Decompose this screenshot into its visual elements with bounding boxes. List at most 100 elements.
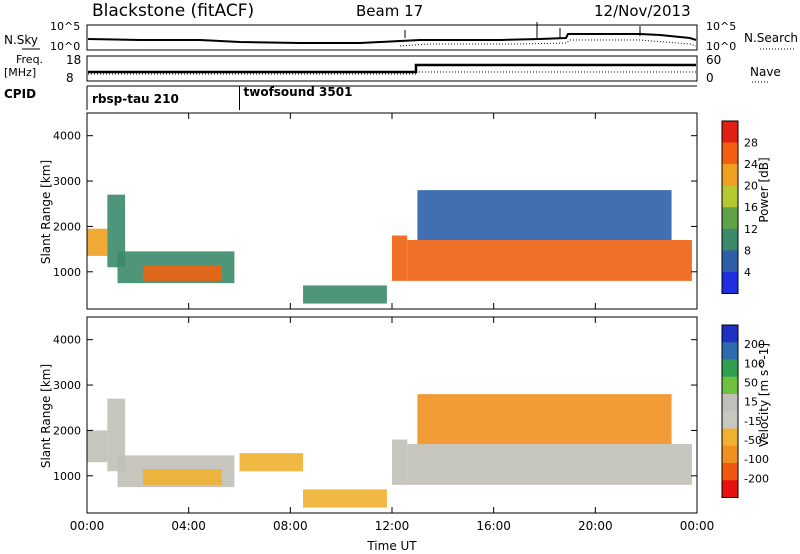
- velocity-y-axis-label: Slant Range [km]: [39, 364, 53, 468]
- cpid-segment-label: rbsp-tau 210: [92, 92, 179, 106]
- power-panel: 1000 2000 3000 4000 Slant Range [km] 28 24 20…: [39, 112, 771, 310]
- freq-top-tick: 18: [66, 53, 81, 67]
- heatmap-region: [303, 285, 387, 304]
- power-y-axis-label: Slant Range [km]: [39, 160, 53, 264]
- beam-label: Beam 17: [356, 2, 423, 20]
- noise-right-bottom-tick: 10^0: [706, 40, 736, 53]
- nsky-label: N.Sky: [4, 33, 38, 47]
- freq-unit-label: [MHz]: [4, 66, 36, 79]
- nave-label: Nave: [750, 65, 781, 79]
- freq-bottom-tick: 8: [66, 71, 74, 85]
- colorbar-tick-label: 28: [744, 137, 758, 150]
- cpid-strip: rbsp-tau 210 twofsound 3501: [86, 85, 697, 110]
- colorbar-tick-label: 16: [744, 201, 758, 214]
- colorbar-swatch: [722, 480, 738, 498]
- noise-strip: 10^5 10^0 10^5 10^0: [50, 20, 736, 53]
- colorbar-swatch: [722, 359, 738, 378]
- heatmap-region: [417, 394, 672, 445]
- colorbar-tick-label: 50: [744, 376, 758, 389]
- heatmap-region: [107, 398, 126, 472]
- colorbar-swatch: [722, 164, 738, 187]
- heatmap-region: [239, 453, 304, 472]
- heatmap-region: [87, 228, 108, 256]
- power-heatmap-cells: [87, 190, 692, 304]
- colorbar-tick-label: -15: [744, 415, 762, 428]
- colorbar-tick-label: 15: [744, 396, 758, 409]
- colorbar-swatch: [722, 411, 738, 429]
- noise-right-top-tick: 10^5: [706, 20, 736, 33]
- heatmap-region: [87, 430, 108, 463]
- colorbar-tick-label: -50: [744, 434, 762, 447]
- heatmap-region: [407, 444, 692, 485]
- colorbar-tick-label: -200: [744, 472, 769, 485]
- x-tick-label: 00:00: [70, 519, 105, 533]
- heatmap-region: [392, 439, 408, 485]
- colorbar-frame: [721, 120, 739, 294]
- heatmap-region: [407, 240, 692, 281]
- colorbar-swatch: [722, 250, 738, 273]
- heatmap-region: [392, 235, 408, 281]
- x-tick-label: 08:00: [273, 519, 308, 533]
- velocity-panel: 00:00 04:00 08:00 12:00 16:00 20:00 00:00 1000…: [39, 316, 771, 533]
- cpid-segment-label: twofsound 3501: [244, 85, 353, 99]
- colorbar-tick-label: 4: [744, 266, 751, 279]
- heatmap-region: [303, 489, 387, 508]
- noise-left-top-tick: 10^5: [50, 20, 80, 33]
- x-tick-label: 20:00: [578, 519, 613, 533]
- velocity-colorbar-label: Velocity [m s^-1]: [757, 343, 771, 447]
- colorbar-swatch: [722, 228, 738, 251]
- colorbar-swatch: [722, 121, 738, 144]
- colorbar-tick-label: 8: [744, 244, 751, 257]
- colorbar-swatch: [722, 207, 738, 230]
- cpid-label: CPID: [4, 87, 36, 101]
- colorbar-swatch: [722, 142, 738, 165]
- freq-label: Freq.: [16, 53, 43, 66]
- velocity-y-ticks: 1000 2000 3000 4000: [53, 334, 697, 483]
- colorbar-tick-label: 12: [744, 223, 758, 236]
- colorbar-swatch: [722, 185, 738, 208]
- y-tick-label: 4000: [53, 130, 81, 143]
- heatmap-region: [417, 190, 672, 241]
- colorbar-swatch: [722, 462, 738, 481]
- colorbar-tick-label: -100: [744, 453, 769, 466]
- colorbar-swatch: [722, 376, 738, 395]
- x-tick-label: 12:00: [375, 519, 410, 533]
- velocity-heatmap-cells: [87, 394, 692, 508]
- colorbar-swatch: [722, 325, 738, 343]
- colorbar-tick-label: 200: [744, 338, 765, 351]
- colorbar-tick-label: 20: [744, 180, 758, 193]
- x-tick-label: 00:00: [680, 519, 715, 533]
- y-tick-label: 4000: [53, 334, 81, 347]
- colorbar-swatch: [722, 393, 738, 412]
- freq-strip: 18 8 60 0: [66, 53, 721, 85]
- y-tick-label: 2000: [53, 424, 81, 437]
- power-colorbar: 28 24 20 16 12 8 4: [721, 120, 758, 294]
- y-tick-label: 1000: [53, 266, 81, 279]
- heatmap-region: [142, 264, 222, 281]
- colorbar-swatch: [722, 342, 738, 360]
- x-axis-label: Time UT: [366, 539, 417, 553]
- colorbar-tick-label: 100: [744, 357, 765, 370]
- freq-trace: [88, 63, 696, 74]
- colorbar-frame: [721, 324, 739, 498]
- colorbar-swatch: [722, 445, 738, 464]
- noise-left-bottom-tick: 10^0: [50, 40, 80, 53]
- y-tick-label: 1000: [53, 470, 81, 483]
- nave-top-tick: 60: [706, 53, 721, 67]
- x-tick-label: 16:00: [476, 519, 511, 533]
- date-label: 12/Nov/2013: [594, 2, 691, 20]
- site-title: Blackstone (fitACF): [92, 1, 254, 21]
- velocity-x-ticks: 00:00 04:00 08:00 12:00 16:00 20:00 00:00: [70, 317, 715, 533]
- power-y-ticks: 1000 2000 3000 4000: [53, 130, 697, 279]
- y-tick-label: 3000: [53, 175, 81, 188]
- nsearch-label: N.Search: [744, 31, 798, 45]
- heatmap-region: [142, 468, 222, 485]
- x-tick-label: 04:00: [171, 519, 206, 533]
- colorbar-swatch: [722, 428, 738, 447]
- colorbar-swatch: [722, 271, 738, 294]
- nsky-trace: [87, 33, 697, 44]
- y-tick-label: 3000: [53, 379, 81, 392]
- colorbar-tick-label: 24: [744, 158, 758, 171]
- y-tick-label: 2000: [53, 220, 81, 233]
